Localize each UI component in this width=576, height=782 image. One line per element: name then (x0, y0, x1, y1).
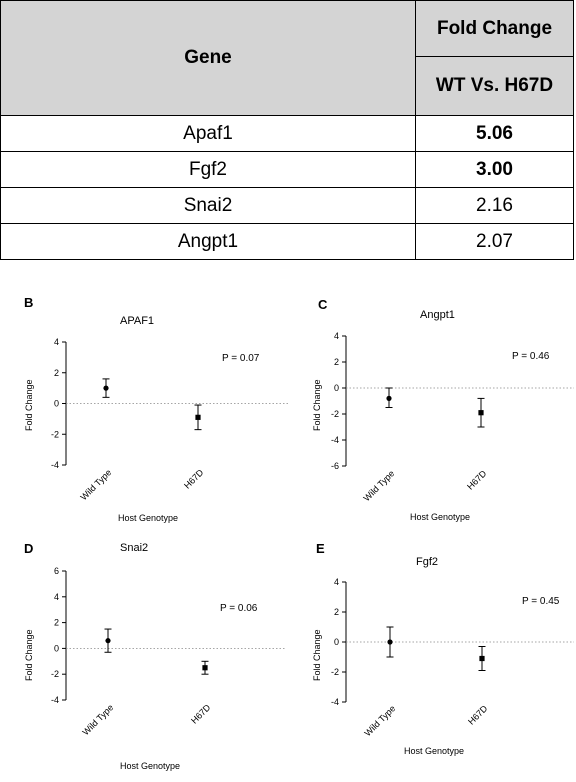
data-point (202, 665, 208, 671)
y-tick-label: -2 (51, 669, 59, 679)
gene-cell: Fgf2 (0, 151, 416, 188)
y-tick-label: 0 (54, 643, 59, 653)
x-axis-label: Host Genotype (118, 513, 179, 523)
chart-title: Angpt1 (420, 309, 455, 321)
p-value-annotation: P = 0.07 (222, 353, 260, 364)
x-axis-label: Host Genotype (410, 512, 471, 522)
table-row: Fgf2 3.00 (0, 151, 574, 188)
chart-plot: -6 -4 -2 0 2 4 Wild Type H67D (331, 331, 574, 503)
table-subheader-row: WT Vs. H67D (1, 56, 574, 116)
data-point (103, 385, 109, 391)
chart-plot: -4 -2 0 2 4 Wild Type H67D (51, 337, 288, 502)
chart-panel-b: B APAF1 P = 0.07 Fold Change Host Genoty… (0, 285, 288, 525)
data-point (478, 410, 484, 416)
fold-change-cell: 3.00 (415, 151, 574, 188)
data-point (386, 395, 392, 401)
y-tick-label: 2 (54, 618, 59, 628)
y-tick-label: -4 (51, 695, 59, 705)
table-header-row: Gene Fold Change (0, 0, 574, 116)
y-tick-label: 4 (54, 337, 59, 347)
p-value-annotation: P = 0.45 (522, 596, 560, 607)
p-value-annotation: P = 0.06 (220, 603, 258, 614)
chart-plot: -4 -2 0 2 4 6 Wild Type H67D (51, 566, 286, 737)
y-tick-label: 6 (54, 566, 59, 576)
x-axis-label: Host Genotype (404, 746, 465, 756)
y-tick-label: 0 (334, 383, 339, 393)
y-tick-label: -2 (331, 667, 339, 677)
y-tick-label: 2 (334, 607, 339, 617)
x-tick-label: Wild Type (81, 702, 116, 737)
y-tick-label: 4 (334, 331, 339, 341)
gene-cell: Angpt1 (0, 223, 416, 260)
gene-cell: Apaf1 (0, 115, 416, 152)
gene-cell: Snai2 (0, 187, 416, 224)
data-point (105, 638, 111, 644)
y-tick-label: -6 (331, 461, 339, 471)
fold-change-table: Gene Fold Change WT Vs. H67D Apaf1 5.06 … (0, 0, 574, 260)
x-tick-label: H67D (465, 468, 489, 492)
y-tick-label: 2 (54, 368, 59, 378)
table-row: Snai2 2.16 (0, 187, 574, 224)
fold-change-column-header: Fold Change (415, 0, 574, 57)
panel-letter: E (316, 541, 325, 556)
y-tick-label: -2 (51, 429, 59, 439)
chart-panel-e: E Fgf2 P = 0.45 Fold Change Host Genotyp… (288, 535, 576, 775)
x-tick-label: Wild Type (79, 467, 114, 502)
gene-column-header: Gene (0, 0, 416, 116)
table-row: Angpt1 2.07 (0, 223, 574, 260)
data-point (479, 655, 485, 662)
panel-letter: B (24, 295, 34, 310)
x-tick-label: H67D (182, 467, 206, 491)
y-tick-label: -4 (331, 435, 339, 445)
y-tick-label: -4 (51, 460, 59, 470)
fold-change-cell: 2.16 (415, 187, 574, 224)
chart-title: Snai2 (120, 542, 149, 554)
panel-letter: C (318, 297, 328, 312)
panel-letter: D (24, 541, 34, 556)
fold-change-cell: 5.06 (415, 115, 574, 152)
comparison-subheader: WT Vs. H67D (415, 56, 574, 116)
chart-title: APAF1 (120, 315, 155, 327)
p-value-annotation: P = 0.46 (512, 351, 550, 362)
data-point (387, 639, 393, 645)
y-tick-label: 0 (54, 399, 59, 409)
y-tick-label: -2 (331, 409, 339, 419)
y-tick-label: -4 (331, 697, 339, 707)
y-tick-label: 4 (334, 577, 339, 587)
x-axis-label: Host Genotype (120, 761, 181, 771)
x-tick-label: H67D (189, 702, 213, 726)
x-tick-label: Wild Type (362, 468, 397, 503)
chart-plot: -4 -2 0 2 4 Wild Type H67D (331, 577, 574, 738)
y-tick-label: 4 (54, 592, 59, 602)
chart-panel-d: D Snai2 P = 0.06 Fold Change Host Genoty… (0, 535, 288, 775)
y-tick-label: 2 (334, 357, 339, 367)
x-tick-label: H67D (466, 703, 490, 727)
data-point (195, 414, 201, 420)
x-tick-label: Wild Type (363, 703, 398, 738)
y-tick-label: 0 (334, 637, 339, 647)
table-row: Apaf1 5.06 (0, 115, 574, 152)
chart-panel-c: C Angpt1 P = 0.46 Fold Change Host Genot… (288, 285, 576, 525)
fold-change-cell: 2.07 (415, 223, 574, 260)
chart-title: Fgf2 (416, 556, 439, 568)
